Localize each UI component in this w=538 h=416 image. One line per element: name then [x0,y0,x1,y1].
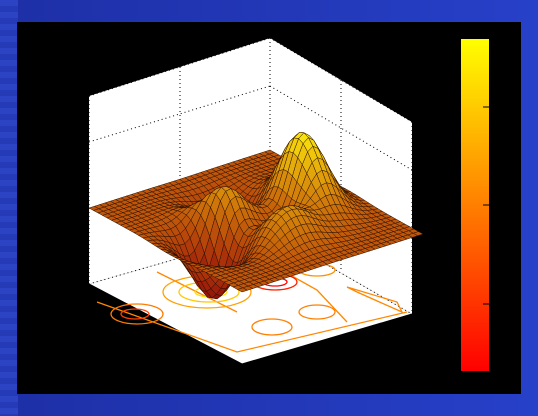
contour-line [298,304,336,320]
surface-chart [88,37,489,371]
background-stripes [0,0,18,416]
contour-line [96,301,408,353]
grid-line [269,231,413,315]
figure-panel [17,22,521,394]
contour-line [156,271,238,313]
contour-line [346,286,404,314]
surface-patch [236,287,248,293]
contour-line [110,303,164,325]
floor [89,232,412,364]
floor-edge [88,283,413,365]
contour-line [120,308,150,320]
contour-line [251,318,293,336]
